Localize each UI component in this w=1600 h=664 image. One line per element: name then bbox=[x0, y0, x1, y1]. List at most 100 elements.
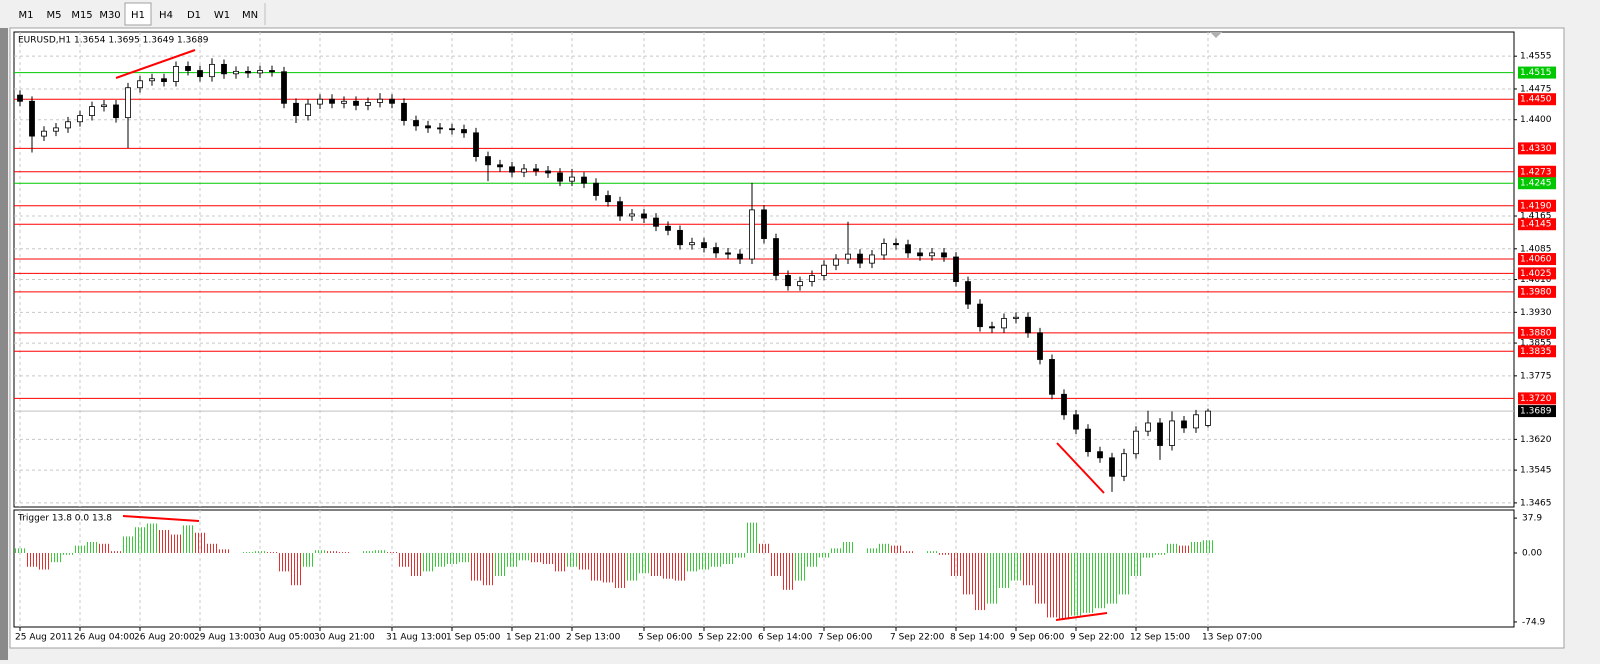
candle-body bbox=[785, 275, 791, 287]
trend-line bbox=[122, 515, 200, 522]
histogram-bar bbox=[374, 550, 386, 553]
histogram-bar bbox=[1130, 552, 1142, 577]
trend-line bbox=[1056, 442, 1105, 494]
level-label: 1.4450 bbox=[1520, 95, 1552, 105]
trend-line bbox=[115, 49, 196, 79]
timeframe-button[interactable]: M1 bbox=[19, 10, 34, 21]
histogram-bar bbox=[710, 552, 722, 567]
x-tick-label: 5 Sep 06:00 bbox=[638, 633, 693, 643]
y-tick-label: -74.9 bbox=[1522, 617, 1546, 627]
candle-body bbox=[1061, 393, 1067, 416]
candle-body bbox=[989, 326, 995, 329]
histogram-bar bbox=[266, 552, 278, 553]
level-label-box bbox=[1518, 218, 1556, 231]
histogram-bar bbox=[842, 541, 854, 553]
histogram-bar bbox=[650, 552, 662, 577]
timeframe-button[interactable]: M5 bbox=[47, 10, 62, 21]
timeframe-button[interactable]: W1 bbox=[214, 10, 230, 21]
histogram-bar bbox=[1142, 552, 1154, 558]
candle-body bbox=[617, 201, 623, 217]
level-label: 1.4060 bbox=[1520, 255, 1552, 265]
histogram-bar bbox=[1190, 541, 1202, 553]
candle-body bbox=[113, 104, 119, 119]
candle-body bbox=[701, 242, 707, 248]
timeframe-button[interactable]: D1 bbox=[187, 10, 201, 21]
timeframe-button[interactable]: M30 bbox=[99, 10, 120, 21]
timeframe-button[interactable]: M15 bbox=[71, 10, 92, 21]
candle-body bbox=[65, 121, 71, 129]
y-tick-label: 1.4555 bbox=[1520, 52, 1552, 62]
x-tick-label: 12 Sep 15:00 bbox=[1130, 633, 1190, 643]
histogram-bar bbox=[1034, 552, 1046, 604]
candle-body bbox=[641, 213, 647, 219]
level-label: 1.3980 bbox=[1520, 287, 1552, 297]
candle-body bbox=[197, 70, 203, 78]
chart-title: EURUSD,H1 1.3654 1.3695 1.3649 1.3689 bbox=[18, 36, 209, 46]
histogram-bar bbox=[146, 523, 158, 553]
y-tick-label: 1.3620 bbox=[1520, 435, 1552, 445]
histogram-bar bbox=[926, 551, 938, 553]
candle-body bbox=[665, 225, 671, 231]
timeframe-toolbar: M1 M5 M15 M30 H1 H4 D1 W1 MN bbox=[0, 0, 1600, 27]
histogram-bar bbox=[242, 552, 254, 553]
candle-body bbox=[845, 253, 851, 260]
candle-body bbox=[221, 63, 227, 75]
histogram-bar bbox=[338, 552, 350, 553]
histogram-bar bbox=[1166, 543, 1178, 553]
level-label-box bbox=[1518, 253, 1556, 266]
x-tick-label: 1 Sep 05:00 bbox=[446, 633, 501, 643]
candle-body bbox=[965, 281, 971, 305]
histogram-bar bbox=[362, 551, 374, 553]
candle-body bbox=[713, 247, 719, 254]
candle-body bbox=[293, 102, 299, 117]
x-tick-label: 26 Aug 20:00 bbox=[134, 633, 195, 643]
x-tick-label: 29 Aug 13:00 bbox=[194, 633, 255, 643]
candle-body bbox=[821, 264, 827, 276]
candle-body bbox=[305, 103, 311, 117]
y-tick-label: 1.4010 bbox=[1520, 275, 1552, 285]
candle-body bbox=[1193, 414, 1199, 429]
x-tick-label: 13 Sep 07:00 bbox=[1202, 633, 1262, 643]
y-tick-label: 1.4475 bbox=[1520, 84, 1552, 94]
trend-line bbox=[1055, 612, 1108, 621]
x-tick-label: 31 Aug 13:00 bbox=[386, 633, 447, 643]
candle-body bbox=[89, 106, 95, 117]
x-tick-label: 30 Aug 05:00 bbox=[254, 633, 315, 643]
histogram-bar bbox=[590, 552, 602, 581]
indicator-title: Trigger 13.8 0.0 13.8 bbox=[17, 514, 112, 524]
candle-body bbox=[1097, 451, 1103, 459]
timeframe-button[interactable]: H1 bbox=[131, 10, 145, 21]
candle-body bbox=[569, 176, 575, 182]
histogram-bar bbox=[638, 552, 650, 574]
histogram-bar bbox=[302, 552, 314, 567]
candle-body bbox=[389, 98, 395, 104]
timeframe-button[interactable]: H4 bbox=[159, 10, 173, 21]
histogram-bar bbox=[866, 548, 878, 553]
candle-body bbox=[341, 100, 347, 104]
histogram-bar bbox=[1082, 552, 1094, 613]
candle-body bbox=[941, 252, 947, 258]
histogram-bar bbox=[14, 548, 26, 553]
x-tick-label: 26 Aug 04:00 bbox=[74, 633, 135, 643]
candle-body bbox=[605, 195, 611, 203]
histogram-bar bbox=[422, 552, 434, 572]
histogram-bar bbox=[494, 552, 506, 577]
candle-body bbox=[17, 94, 23, 102]
main-chart: 1.4555 1.4475 1.4400 1.4165 1.4085 1.4010 1.39… bbox=[14, 32, 1556, 643]
candle-body bbox=[1085, 428, 1091, 453]
candle-body bbox=[857, 253, 863, 264]
candle-body bbox=[245, 70, 251, 74]
histogram-bar bbox=[806, 552, 818, 567]
window-edge bbox=[0, 28, 8, 660]
timeframe-button[interactable]: MN bbox=[242, 10, 258, 21]
histogram-bar bbox=[1022, 552, 1034, 586]
level-label-box bbox=[1518, 165, 1556, 178]
candle-body bbox=[1181, 420, 1187, 429]
level-label-box bbox=[1518, 392, 1556, 405]
candle-body bbox=[581, 176, 587, 184]
histogram-bar bbox=[326, 551, 338, 553]
histogram-bar bbox=[206, 543, 218, 553]
level-label-box bbox=[1518, 199, 1556, 212]
histogram-bar bbox=[1010, 552, 1022, 581]
x-tick-label: 9 Sep 06:00 bbox=[1010, 633, 1065, 643]
